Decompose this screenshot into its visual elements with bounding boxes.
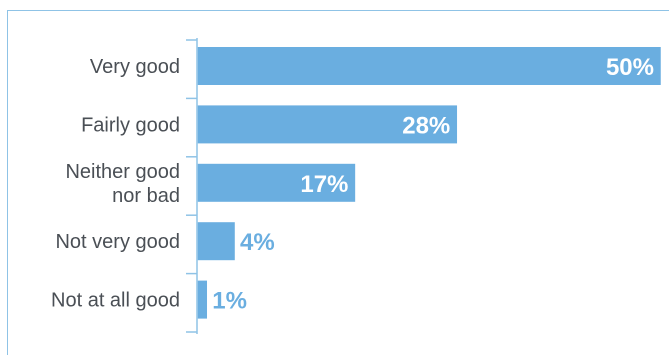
category-label: Neither good bbox=[65, 161, 180, 183]
bar bbox=[197, 280, 208, 319]
bar bbox=[197, 163, 356, 202]
value-label: 50% bbox=[606, 54, 654, 81]
bar bbox=[197, 105, 458, 144]
value-label: 4% bbox=[240, 229, 275, 256]
category-label: nor bad bbox=[112, 185, 180, 207]
value-label: 28% bbox=[402, 112, 450, 139]
value-label: 1% bbox=[212, 288, 247, 315]
bar bbox=[197, 47, 661, 85]
chart-frame bbox=[7, 10, 669, 355]
category-label: Not very good bbox=[55, 231, 180, 253]
value-label: 17% bbox=[300, 171, 348, 198]
category-label: Not at all good bbox=[51, 290, 180, 312]
category-label: Fairly good bbox=[81, 114, 180, 136]
category-label: Very good bbox=[90, 56, 180, 78]
bar bbox=[197, 222, 235, 261]
